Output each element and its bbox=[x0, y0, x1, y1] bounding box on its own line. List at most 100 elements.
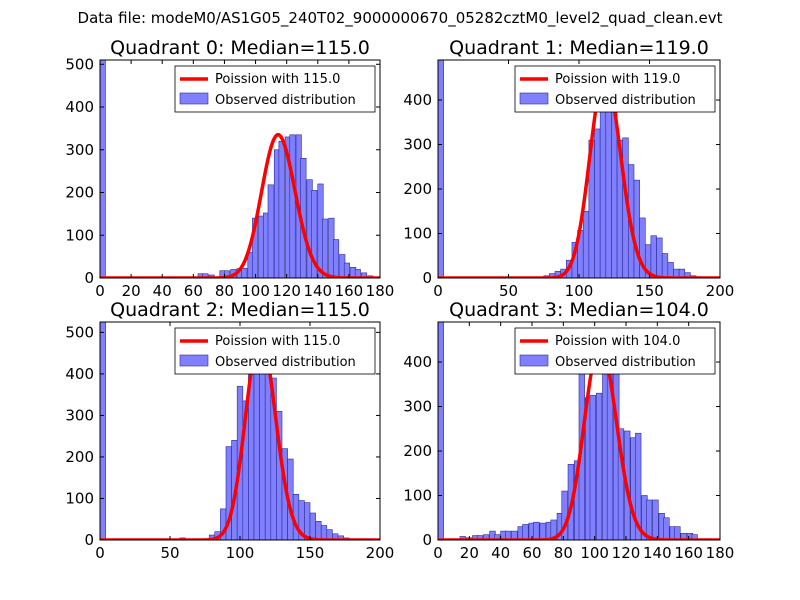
x-tick-label: 150 bbox=[635, 282, 664, 300]
x-tick-label: 160 bbox=[335, 282, 364, 300]
histogram-bar bbox=[582, 210, 590, 278]
histogram-bar bbox=[661, 253, 669, 278]
histogram-bar bbox=[505, 530, 512, 540]
legend: Poission with 115.0 Observed distribution bbox=[174, 65, 376, 113]
legend-bar-swatch bbox=[519, 354, 549, 367]
panel-quadrant-3: 0 20 40 60 80 100 120 140 160 1800100200300400Qua… bbox=[403, 299, 734, 562]
panel-title: Quadrant 2: Median=115.0 bbox=[110, 299, 370, 321]
legend-label: Poission with 104.0 bbox=[555, 334, 680, 349]
axes-frame bbox=[99, 59, 381, 279]
histogram-bar bbox=[650, 235, 657, 278]
panel-title: Quadrant 3: Median=104.0 bbox=[449, 299, 709, 321]
y-tick-label: 100 bbox=[65, 226, 94, 244]
legend-label: Observed distribution bbox=[555, 355, 696, 370]
panel-title: Quadrant 0: Median=115.0 bbox=[110, 37, 370, 59]
histogram-bar bbox=[511, 530, 518, 540]
histogram-bar bbox=[309, 512, 316, 540]
y-tick-label: 400 bbox=[65, 98, 94, 116]
histogram-bar bbox=[494, 534, 501, 540]
legend-box bbox=[174, 327, 376, 375]
x-tick-label: 120 bbox=[612, 544, 641, 562]
histogram-bar bbox=[633, 179, 640, 278]
x-tick-label: 80 bbox=[554, 544, 573, 562]
histogram-bar bbox=[315, 521, 322, 540]
histogram-bar bbox=[684, 272, 691, 278]
legend-bar-swatch bbox=[519, 92, 549, 105]
x-tick-label: 100 bbox=[565, 282, 594, 300]
histogram-bar bbox=[354, 269, 361, 278]
y-tick-label: 200 bbox=[403, 442, 432, 460]
histogram-bar bbox=[674, 526, 681, 540]
histogram-bar bbox=[267, 184, 274, 278]
y-tick-label: 400 bbox=[403, 353, 432, 371]
histogram-bar bbox=[617, 428, 625, 540]
x-tick-label: 200 bbox=[366, 544, 395, 562]
legend-label: Observed distribution bbox=[555, 93, 696, 108]
legend-label: Poission with 115.0 bbox=[215, 72, 340, 87]
panel-quadrant-1: 0 50 100 150 200 0 100 200 300 400 Quadrant 1: Med… bbox=[403, 37, 734, 300]
y-tick-label: 300 bbox=[403, 136, 432, 154]
legend: Poission with 115.0 Observed distribution bbox=[174, 327, 376, 375]
x-tick-label: 140 bbox=[643, 544, 672, 562]
legend-label: Poission with 115.0 bbox=[215, 334, 340, 349]
x-tick-label: 20 bbox=[122, 282, 141, 300]
x-tick-label: 100 bbox=[580, 544, 609, 562]
histogram-bar bbox=[438, 322, 444, 540]
histogram-bar bbox=[522, 524, 529, 540]
x-tick-label: 140 bbox=[303, 282, 332, 300]
y-tick-label: 0 bbox=[422, 269, 432, 287]
axes-frame bbox=[437, 321, 721, 541]
histogram-bar bbox=[652, 499, 659, 540]
y-tick-label: 300 bbox=[65, 406, 94, 424]
legend-label: Poission with 119.0 bbox=[555, 72, 680, 87]
x-tick-label: 0 bbox=[433, 544, 443, 562]
histogram-bar bbox=[589, 395, 596, 540]
histogram-bar bbox=[241, 267, 248, 278]
y-tick-label: 0 bbox=[84, 269, 94, 287]
legend: Poission with 104.0 Observed distribution bbox=[514, 327, 716, 375]
y-tick-label: 400 bbox=[65, 365, 94, 383]
histogram-bar bbox=[663, 517, 670, 540]
legend-box bbox=[174, 65, 376, 113]
panel-quadrant-2: 0 50 100 150 200 0 100 200 300 400 500 Quadrant 2: … bbox=[65, 299, 394, 562]
x-tick-label: 60 bbox=[184, 282, 203, 300]
histogram-bar bbox=[476, 535, 484, 540]
histogram-bar bbox=[289, 134, 296, 278]
histogram-bar bbox=[599, 86, 607, 278]
histogram-bar bbox=[594, 128, 601, 278]
histogram-bar bbox=[595, 392, 603, 540]
histogram-bar bbox=[322, 218, 329, 278]
x-tick-label: 0 bbox=[95, 544, 105, 562]
x-tick-label: 120 bbox=[272, 282, 301, 300]
histogram-bar bbox=[333, 239, 340, 278]
x-tick-label: 60 bbox=[522, 544, 541, 562]
histogram-bar bbox=[550, 519, 557, 540]
histogram-bar bbox=[320, 525, 328, 540]
x-tick-label: 160 bbox=[674, 544, 703, 562]
y-tick-label: 400 bbox=[403, 91, 432, 109]
histogram-bar bbox=[533, 521, 540, 540]
histogram-bar bbox=[438, 60, 444, 278]
x-tick-label: 50 bbox=[160, 544, 179, 562]
y-tick-label: 200 bbox=[403, 180, 432, 198]
histogram-bar bbox=[691, 534, 698, 540]
histogram-bar bbox=[278, 140, 285, 278]
y-tick-label: 300 bbox=[403, 398, 432, 416]
legend: Poission with 119.0 Observed distribution bbox=[514, 65, 716, 113]
x-tick-label: 180 bbox=[706, 544, 735, 562]
x-tick-label: 40 bbox=[491, 544, 510, 562]
y-tick-label: 500 bbox=[65, 323, 94, 341]
histogram-bar bbox=[646, 499, 653, 540]
histogram-bar bbox=[680, 533, 687, 540]
x-tick-label: 80 bbox=[215, 282, 234, 300]
y-tick-label: 0 bbox=[84, 531, 94, 549]
histogram-bar bbox=[539, 522, 546, 540]
y-tick-label: 200 bbox=[65, 448, 94, 466]
x-tick-label: 200 bbox=[706, 282, 735, 300]
x-tick-label: 100 bbox=[226, 544, 255, 562]
x-tick-label: 50 bbox=[499, 282, 518, 300]
y-tick-label: 300 bbox=[65, 141, 94, 159]
histogram-bar bbox=[656, 237, 663, 278]
legend-bar-swatch bbox=[179, 92, 209, 105]
histogram-bar bbox=[100, 60, 106, 278]
